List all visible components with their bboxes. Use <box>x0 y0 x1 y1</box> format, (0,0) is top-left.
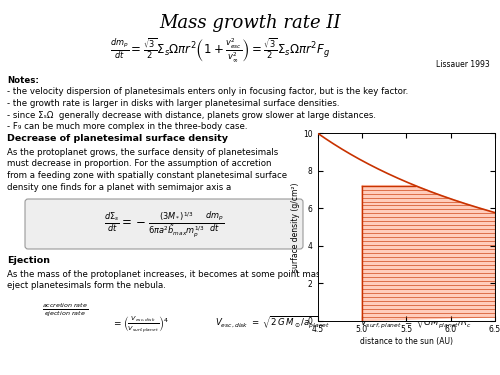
Text: - since ΣₛΩ  generally decrease with distance, planets grow slower at large dist: - since ΣₛΩ generally decrease with dist… <box>7 111 376 120</box>
Polygon shape <box>362 186 495 321</box>
FancyBboxPatch shape <box>25 199 303 249</box>
Y-axis label: surface density (g/cm²): surface density (g/cm²) <box>291 182 300 272</box>
Text: $V_{surf,planet}\ =\ \sqrt{G M_{planet}/R_c}$: $V_{surf,planet}\ =\ \sqrt{G M_{planet}/… <box>360 315 473 331</box>
Text: Mass growth rate II: Mass growth rate II <box>159 14 341 32</box>
Text: $\frac{dm_p}{dt} = \frac{\sqrt{3}}{2}\Sigma_s\Omega\pi r^2\left(1 + \frac{v_{esc: $\frac{dm_p}{dt} = \frac{\sqrt{3}}{2}\Si… <box>110 36 330 63</box>
Text: - the growth rate is larger in disks with larger planetesimal surface densities.: - the growth rate is larger in disks wit… <box>7 99 340 108</box>
Text: density one finds for a planet with semimajor axis a: density one finds for a planet with semi… <box>7 183 231 192</box>
Text: eject planetesimals form the nebula.: eject planetesimals form the nebula. <box>7 282 166 291</box>
Text: Ejection: Ejection <box>7 256 50 265</box>
Text: $V_{esc,disk}\ =\ \sqrt{2\,G\,M_\odot/a_{planet}}$: $V_{esc,disk}\ =\ \sqrt{2\,G\,M_\odot/a_… <box>215 315 332 331</box>
Text: As the mass of the protoplanet increases, it becomes at some point massive enoug: As the mass of the protoplanet increases… <box>7 270 405 279</box>
Text: $= \left(\frac{V_{esc,disk}}{V_{surf,planet}}\right)^4$: $= \left(\frac{V_{esc,disk}}{V_{surf,pla… <box>112 315 169 335</box>
Text: Lissauer 1993: Lissauer 1993 <box>436 60 490 69</box>
Text: $\frac{accretion\ rate}{ejection\ rate}$: $\frac{accretion\ rate}{ejection\ rate}$ <box>42 302 88 319</box>
Text: As the protoplanet grows, the surface density of planetesimals: As the protoplanet grows, the surface de… <box>7 148 278 157</box>
Text: - the velocity dispersion of planetesimals enters only in focusing factor, but i: - the velocity dispersion of planetesima… <box>7 87 408 96</box>
X-axis label: distance to the sun (AU): distance to the sun (AU) <box>360 337 453 346</box>
Text: $\frac{d\Sigma_s}{dt} = -\frac{(3M_*)^{1/3}}{6\pi a^2\tilde{b}_{max}m_p^{1/3}}\f: $\frac{d\Sigma_s}{dt} = -\frac{(3M_*)^{1… <box>104 209 224 239</box>
Text: Decrease of planetesimal surface density: Decrease of planetesimal surface density <box>7 134 228 143</box>
Text: from a feeding zone with spatially constant planetesimal surface: from a feeding zone with spatially const… <box>7 171 287 180</box>
Text: Notes:: Notes: <box>7 76 39 85</box>
Text: must decrease in proportion. For the assumption of accretion: must decrease in proportion. For the ass… <box>7 159 272 168</box>
Text: - F₉ can be much more complex in the three-body case.: - F₉ can be much more complex in the thr… <box>7 122 248 131</box>
